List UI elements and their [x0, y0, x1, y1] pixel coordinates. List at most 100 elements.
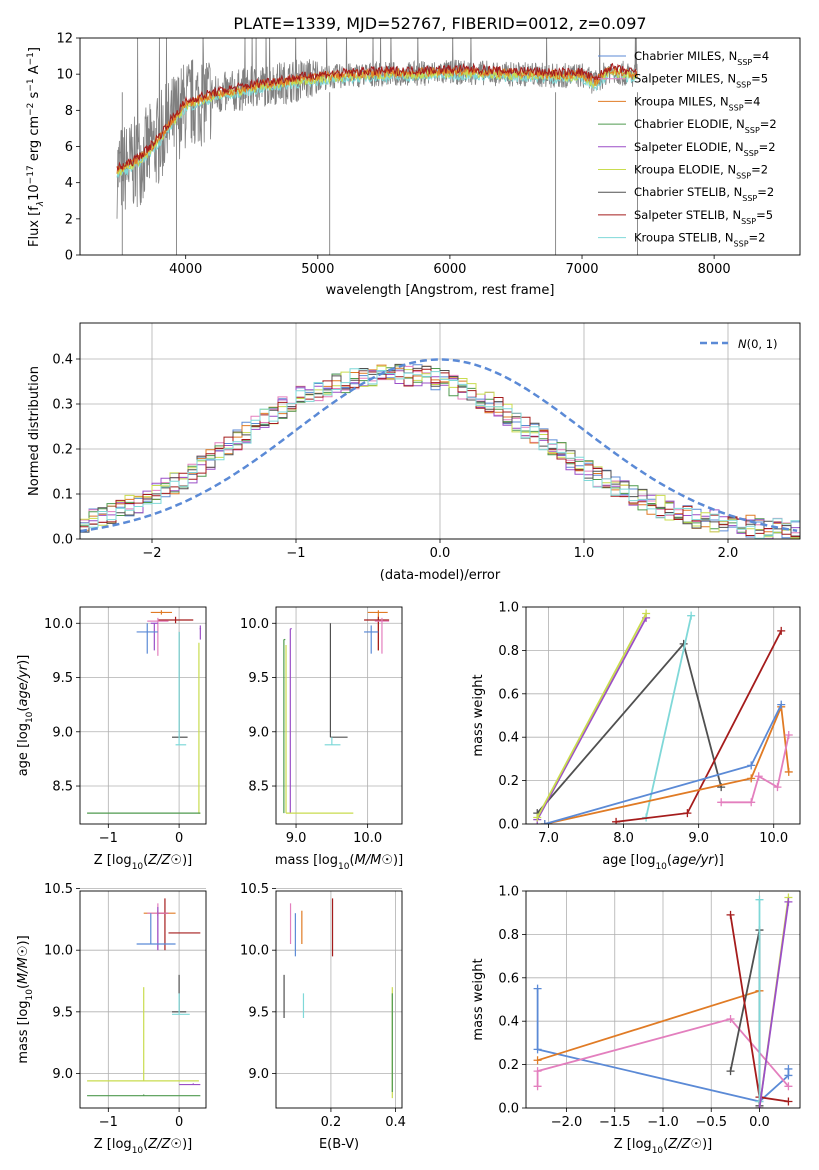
y-axis-label: mass [log10(M/M☉)]: [16, 935, 35, 1063]
x-tick-label: 9.0: [286, 831, 307, 846]
label-math: Z/Z☉: [147, 1137, 182, 1152]
series-marker: [533, 984, 542, 993]
plot-area: [116, 38, 638, 255]
x-tick-label: 6000: [433, 262, 466, 277]
x-tick-label: 0.0: [430, 546, 451, 561]
x-tick-label: 10.0: [353, 831, 382, 846]
label-part: Z [log: [614, 1137, 652, 1152]
x-tick-label: 9.0: [688, 831, 709, 846]
legend-text: =2: [757, 185, 774, 199]
x-tick-label: −1.5: [599, 1115, 631, 1130]
spectrum-model-line: [116, 62, 638, 171]
label-part: −1: [26, 52, 36, 65]
series-marker: [784, 1064, 793, 1073]
y-tick-label: 0.0: [52, 533, 73, 548]
y-tick-label: 0.0: [498, 1102, 519, 1117]
series-line: [645, 615, 693, 818]
legend-text: Kroupa ELODIE, N: [634, 163, 736, 177]
label-part: −1: [26, 78, 36, 91]
legend-sub: SSP: [741, 216, 756, 225]
legend-text: =2: [760, 117, 777, 131]
series-line: [729, 929, 761, 1106]
y-axis-label: Normed distribution: [27, 366, 42, 496]
figure-title: PLATE=1339, MJD=52767, FIBERID=0012, z=0…: [233, 14, 646, 33]
label-math: Z/Z☉: [667, 1137, 702, 1152]
series-marker: [747, 761, 756, 770]
series-marker: [540, 820, 549, 824]
series-marker: [773, 783, 782, 792]
label-math: M/M☉: [355, 853, 393, 868]
y-tick-label: 0.4: [498, 731, 519, 746]
label-math: age/yr: [672, 853, 715, 868]
label-sub: 10: [655, 862, 667, 872]
label-sub: 10: [25, 989, 35, 1001]
y-tick-label: 0.1: [52, 488, 73, 503]
y-tick-label: 9.0: [52, 725, 73, 740]
y-tick-label: 0.8: [498, 928, 519, 943]
y-tick-label: 9.0: [248, 1067, 269, 1082]
y-tick-label: 2: [65, 212, 73, 227]
x-tick-label: −1.0: [647, 1115, 679, 1130]
gaussian-curve: [80, 358, 798, 533]
y-tick-label: 0.6: [498, 971, 519, 986]
y-tick-label: 0.2: [52, 443, 73, 458]
series-marker: [717, 798, 726, 807]
x-tick-label: 8000: [698, 262, 731, 277]
y-tick-label: 0.0: [498, 818, 519, 833]
legend-sub: SSP: [744, 148, 759, 157]
label-part: (: [349, 853, 354, 868]
x-tick-label: 7000: [565, 262, 598, 277]
label-part: )]: [714, 853, 724, 868]
y-tick-label: 0.2: [498, 774, 519, 789]
legend-text: =2: [749, 231, 766, 245]
series-line: [758, 901, 790, 1108]
legend-text: =5: [756, 208, 773, 222]
x-axis-label: mass [log10(M/M☉)]: [275, 853, 403, 872]
x-axis-label: wavelength [Angstrom, rest frame]: [326, 283, 555, 298]
series-marker: [533, 1056, 542, 1065]
plot-area: [283, 610, 390, 814]
x-tick-label: −0.5: [695, 1115, 727, 1130]
legend-sub: SSP: [736, 80, 751, 89]
label-part: −17: [26, 165, 36, 184]
x-tick-label: 0.0: [749, 1115, 770, 1130]
legend-label: Kroupa MILES, NSSP=4: [634, 94, 760, 112]
series-marker: [784, 897, 793, 906]
label-part: Flux [f: [27, 206, 42, 247]
panel-weight-vs-age: 7.0 8.0 9.0 10.0 0.0 0.2 0.4 0.6 0.8 1.0 age [log1…: [471, 601, 801, 872]
series-line: [537, 989, 760, 1062]
legend-text: Chabrier STELIB, N: [634, 185, 742, 199]
series-marker: [533, 1045, 542, 1054]
legend-label: N(0, 1): [738, 337, 778, 351]
x-tick-label: −2: [142, 546, 161, 561]
label-sub: 10: [338, 862, 350, 872]
label-sub: 10: [25, 711, 35, 723]
axes-frame: [79, 37, 801, 256]
series-marker: [533, 1082, 542, 1091]
y-tick-label: 0.2: [498, 1058, 519, 1073]
x-axis-label: (data-model)/error: [380, 568, 501, 583]
y-tick-label: 9.0: [248, 725, 269, 740]
x-axis-label: Z [log10(Z/Z☉)]: [94, 853, 192, 872]
axes-frame: [79, 890, 207, 1109]
series-line: [544, 703, 790, 824]
x-tick-label: 0: [175, 831, 183, 846]
plot-area: [87, 898, 201, 1097]
panel-mass-vs-Z: −1 09.09.510.010.5Z [log10(Z/Z☉)]mass [lo…: [16, 882, 207, 1156]
legend-text: Kroupa STELIB, N: [634, 231, 734, 245]
y-tick-label: 9.5: [248, 671, 269, 686]
panel-spectrum: 4000 5000 6000 7000 8000 0 2 4 6 8 10 12 Chabrier MI…: [26, 32, 801, 298]
series-marker: [784, 731, 793, 740]
series-marker: [726, 1015, 735, 1024]
legend-text: Kroupa MILES, N: [634, 94, 729, 108]
y-tick-label: 10.5: [240, 882, 269, 897]
legend-text: Chabrier ELODIE, N: [634, 117, 745, 131]
series-marker: [777, 700, 786, 709]
y-tick-label: 0.6: [498, 687, 519, 702]
axes-frame: [525, 890, 801, 1109]
legend-label: Chabrier ELODIE, NSSP=2: [634, 117, 777, 135]
series-marker: [726, 910, 735, 919]
y-tick-label: 8.5: [248, 780, 269, 795]
legend-text: =4: [752, 49, 769, 63]
plot-area: [283, 898, 393, 1099]
